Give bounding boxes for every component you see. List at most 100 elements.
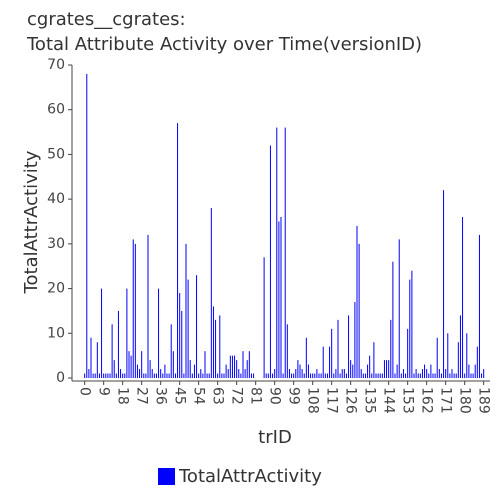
x-tick-label: 54	[191, 387, 207, 405]
bar	[449, 373, 451, 378]
bar	[341, 369, 343, 378]
bar	[350, 360, 352, 378]
bar	[174, 373, 176, 378]
bar	[120, 369, 122, 378]
bar	[212, 306, 214, 378]
bar	[295, 369, 297, 378]
bar	[244, 369, 246, 378]
bar	[139, 369, 141, 378]
bar	[434, 373, 436, 378]
bar	[105, 373, 107, 378]
bar	[160, 369, 162, 378]
bar	[312, 373, 314, 378]
bar	[265, 373, 267, 378]
bar	[191, 373, 193, 378]
bar	[320, 373, 322, 378]
bar	[305, 337, 307, 378]
bar	[417, 373, 419, 378]
bar	[168, 373, 170, 378]
x-tick-label: 0	[77, 387, 93, 396]
bar	[472, 373, 474, 378]
bar	[206, 373, 208, 378]
bar	[371, 373, 373, 378]
bar	[151, 369, 153, 378]
y-tick-label: 10	[47, 325, 65, 341]
bar	[307, 364, 309, 378]
bar	[476, 346, 478, 378]
bar	[288, 369, 290, 378]
x-tick-label: 153	[400, 387, 416, 414]
bar	[392, 261, 394, 378]
bar	[149, 360, 151, 378]
x-tick-label: 45	[172, 387, 188, 405]
bar	[242, 351, 244, 378]
bar	[331, 328, 333, 378]
bar	[343, 369, 345, 378]
bar	[337, 319, 339, 378]
bar	[117, 310, 119, 378]
bar	[162, 373, 164, 378]
bar	[303, 373, 305, 378]
bar	[447, 333, 449, 378]
bar	[291, 373, 293, 378]
bar	[189, 360, 191, 378]
bar	[276, 127, 278, 378]
bar	[280, 217, 282, 378]
bar	[445, 369, 447, 378]
bar	[301, 369, 303, 378]
bar	[193, 364, 195, 378]
bar	[339, 373, 341, 378]
bar	[122, 373, 124, 378]
bar	[166, 373, 168, 378]
bar	[282, 373, 284, 378]
x-tick-label: 135	[362, 387, 378, 414]
bar	[278, 221, 280, 378]
bar	[179, 293, 181, 378]
bar	[310, 373, 312, 378]
x-tick-label: 81	[248, 387, 264, 405]
bar	[181, 310, 183, 378]
bar	[316, 369, 318, 378]
bar	[164, 364, 166, 378]
bar	[348, 315, 350, 378]
bar	[407, 328, 409, 378]
bar	[474, 364, 476, 378]
x-tick-label: 9	[96, 387, 112, 396]
bar	[208, 373, 210, 378]
x-tick-label: 36	[153, 387, 169, 405]
bar	[432, 373, 434, 378]
bar	[413, 373, 415, 378]
x-tick-label: 90	[267, 387, 283, 405]
bar	[483, 369, 485, 378]
bar	[231, 355, 233, 378]
bar	[436, 337, 438, 378]
bar	[383, 360, 385, 378]
bar	[322, 346, 324, 378]
x-tick-label: 144	[381, 387, 397, 414]
bar	[386, 360, 388, 378]
bar	[115, 373, 117, 378]
bar	[84, 373, 86, 378]
bar	[362, 373, 364, 378]
bar	[466, 333, 468, 378]
y-tick-label: 40	[47, 191, 65, 207]
bar	[415, 369, 417, 378]
bar	[223, 373, 225, 378]
bar	[274, 369, 276, 378]
bar	[221, 373, 223, 378]
bar	[250, 373, 252, 378]
bar	[284, 127, 286, 378]
bar	[109, 373, 111, 378]
bar	[155, 373, 157, 378]
bar	[185, 243, 187, 378]
bar	[481, 373, 483, 378]
bar	[354, 301, 356, 378]
bar	[364, 373, 366, 378]
x-tick-label: 108	[305, 387, 321, 414]
bar	[426, 369, 428, 378]
bar	[367, 364, 369, 378]
bar	[457, 342, 459, 378]
bar	[326, 373, 328, 378]
y-tick-label: 30	[47, 236, 65, 252]
bar	[459, 315, 461, 378]
